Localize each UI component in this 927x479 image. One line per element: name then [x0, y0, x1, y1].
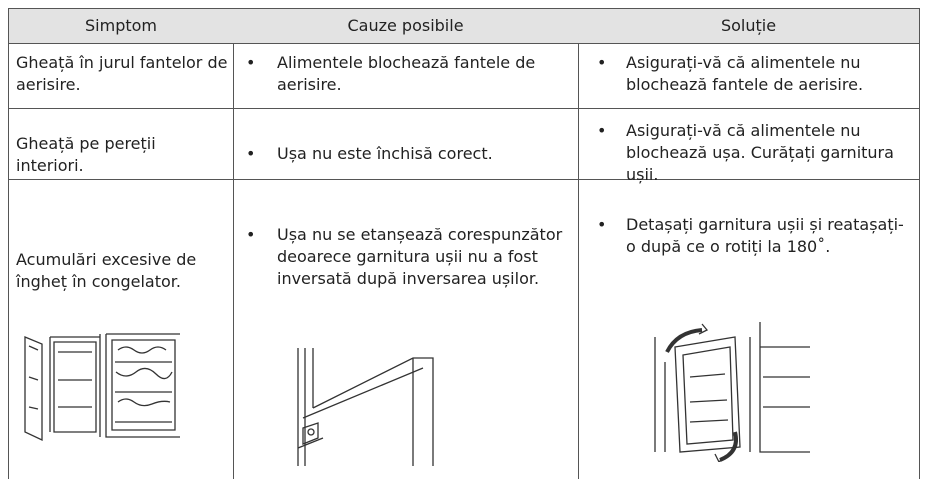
cell	[578, 179, 920, 479]
bullet: •	[246, 144, 256, 163]
bullet: •	[246, 225, 256, 244]
solution: Asigurați-vă că alimentele nu blochează …	[626, 121, 894, 184]
cell	[8, 108, 233, 179]
cell	[578, 108, 920, 179]
cell	[233, 179, 578, 479]
cell	[233, 108, 578, 179]
bullet: •	[597, 53, 607, 72]
header-cell: Soluție	[578, 8, 920, 44]
solution: Detașați garnitura ușii și reatașați-o d…	[626, 215, 904, 256]
solution: Asigurați-vă că alimentele nu blochează …	[626, 53, 864, 94]
cause: Ușa nu este închisă corect.	[277, 144, 493, 163]
cause: Alimentele blochează fantele de aerisire…	[277, 53, 536, 94]
symptom: Gheață pe pereții interiori.	[16, 134, 156, 175]
freezer-illustration	[24, 333, 180, 442]
cell	[233, 43, 578, 108]
cell	[8, 43, 233, 108]
symptom: Gheață în jurul fantelor de aerisire.	[16, 53, 228, 94]
bullet: •	[597, 121, 607, 140]
cell	[578, 43, 920, 108]
door-illustration	[297, 348, 434, 466]
symptom: Acumulări excesive de îngheț în congelat…	[16, 250, 197, 291]
bullet: •	[597, 215, 607, 234]
cell	[8, 179, 233, 479]
header-cell: Simptom	[8, 8, 234, 44]
gasket-illustration	[654, 322, 810, 462]
bullet: •	[246, 53, 256, 72]
cause: Ușa nu se etanșează corespunzător deoare…	[277, 225, 563, 288]
header-cell: Cauze posibile	[233, 8, 579, 44]
